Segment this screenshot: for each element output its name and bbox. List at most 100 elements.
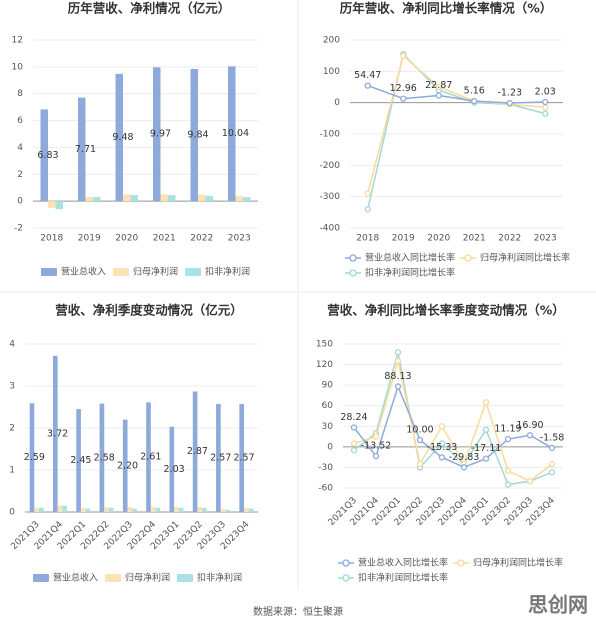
y-tick-label: 100 [323,67,340,77]
point [364,206,371,213]
bar [52,355,58,512]
value-label: 7.71 [75,144,96,155]
value-label: 5.16 [464,86,485,97]
bar [192,391,198,512]
y-tick-label: 0 [17,197,23,207]
y-tick-label: 4 [17,143,23,153]
point [548,444,556,452]
bar [34,507,39,512]
legend-label: 归母净利润同比增长率 [473,557,563,569]
value-label: 28.24 [340,412,367,423]
bar [243,197,251,202]
value-label: -13.52 [361,441,392,452]
bar [104,506,109,512]
bar [85,508,91,512]
bar [76,409,81,512]
value-label: 2.61 [140,452,161,463]
point [526,432,534,439]
bar [40,109,48,202]
value-label: 2.57 [210,453,231,464]
point [364,190,371,197]
legend-swatch [105,574,121,582]
value-label: 2.45 [70,455,91,466]
x-tick-label: 2021 [463,234,486,244]
legend-label: 归母净利润 [125,572,170,584]
bar [228,66,236,202]
bar [146,402,151,512]
point [504,467,512,475]
x-tick-label: 2019 [78,234,101,244]
bar [205,195,213,202]
point [350,440,358,447]
legend-label: 营业总收入同比增长率 [358,557,448,569]
legend-swatch [457,559,465,567]
y-tick-label: 0 [327,442,333,452]
point [542,98,549,106]
legend-swatch [185,268,201,276]
bar [235,195,243,202]
value-label: -1.23 [497,88,522,99]
value-label: 3.72 [47,428,68,439]
bar [127,506,133,512]
point [438,454,446,461]
y-tick-label: 1 [9,466,15,476]
bar [55,201,63,210]
value-label: 9.84 [187,130,208,141]
bar [38,507,44,512]
bar [202,507,207,512]
legend-swatch [349,269,357,277]
bar [160,194,168,202]
y-tick-label: 30 [322,422,334,432]
point [416,436,424,444]
bar [62,505,67,512]
y-tick-label: 3 [9,382,15,392]
point [394,357,402,365]
bar [130,195,138,202]
bar [155,507,161,512]
line [353,360,553,483]
value-label: -1.58 [540,432,565,443]
y-tick-label: -200 [320,161,341,171]
bar [57,505,63,512]
y-tick-label: 12 [12,36,23,46]
bar [150,506,156,512]
value-label: 2.03 [535,87,556,98]
value-label: 10.04 [222,128,249,139]
bar [198,194,206,202]
point [506,99,513,107]
point [394,383,402,390]
point [542,110,549,117]
bar [48,201,56,208]
value-label: 2.58 [94,452,115,463]
value-label: 22.87 [425,80,452,91]
x-tick-label: 2018 [40,234,63,244]
value-label: 2.57 [233,453,254,464]
bar [244,507,249,512]
y-tick-label: 150 [316,340,333,350]
value-label: 54.47 [354,70,381,81]
y-tick-label: -30 [318,463,333,473]
y-tick-label: 60 [322,401,334,411]
point [526,477,534,485]
point [400,52,407,59]
legend-swatch [342,559,350,567]
bar [93,197,101,202]
bar [248,508,254,512]
point [471,97,478,105]
bar [122,419,128,512]
legend-swatch [177,574,193,582]
bar [190,69,198,202]
point [435,83,442,91]
point [394,349,402,356]
x-tick-label: 2022 [498,234,521,244]
point [350,447,358,454]
point [438,423,446,430]
bar [174,506,179,512]
bar [153,67,161,202]
bar [225,509,231,512]
point [482,399,490,406]
x-tick-label: 2021 [153,234,176,244]
point [548,460,556,468]
value-label: 88.13 [384,371,411,382]
y-tick-label: 10 [12,62,24,72]
